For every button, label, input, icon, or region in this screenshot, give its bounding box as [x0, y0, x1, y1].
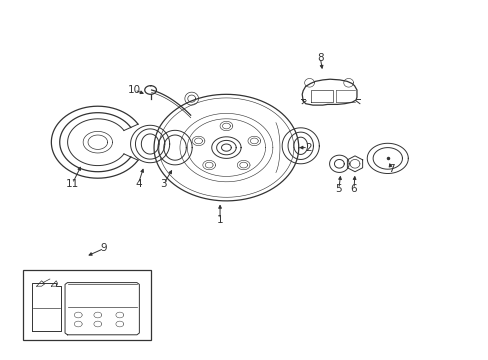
Text: 1: 1: [216, 215, 223, 225]
Text: 7: 7: [387, 164, 394, 174]
Bar: [23, 270, 150, 340]
Text: 2: 2: [304, 143, 311, 153]
Text: 8: 8: [316, 53, 323, 63]
Text: 10: 10: [128, 85, 141, 95]
Text: 6: 6: [350, 184, 357, 194]
Text: 4: 4: [135, 179, 142, 189]
Text: 5: 5: [335, 184, 342, 194]
Text: 9: 9: [101, 243, 107, 253]
Text: 11: 11: [65, 179, 79, 189]
Text: 3: 3: [160, 179, 167, 189]
